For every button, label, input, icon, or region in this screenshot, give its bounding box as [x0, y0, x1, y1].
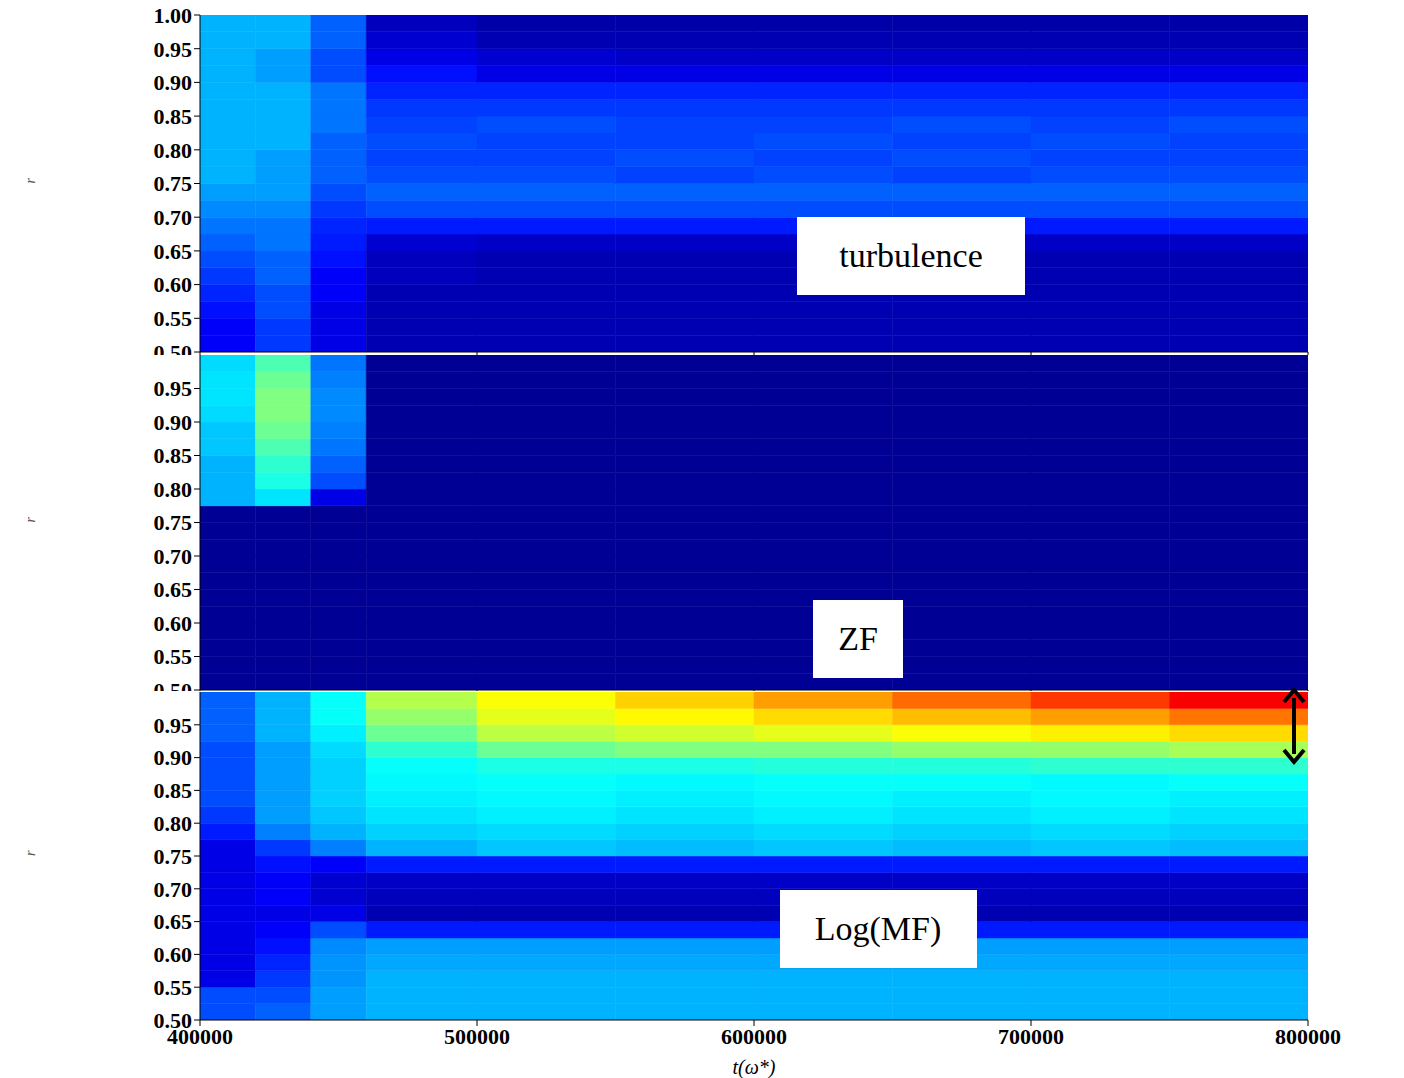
svg-text:0.85: 0.85	[154, 104, 193, 129]
html-text:ZF: ZF	[838, 620, 878, 657]
svg-text:0.75: 0.75	[154, 171, 193, 196]
svg-text:r: r	[23, 517, 38, 523]
svg-text:0.65: 0.65	[154, 239, 193, 264]
svg-text:600000: 600000	[721, 1024, 787, 1049]
svg-text:1.00: 1.00	[154, 3, 193, 28]
svg-text:0.80: 0.80	[154, 477, 193, 502]
svg-text:0.60: 0.60	[154, 272, 193, 297]
svg-text:0.65: 0.65	[154, 577, 193, 602]
svg-text:0.80: 0.80	[154, 138, 193, 163]
svg-text:0.95: 0.95	[154, 713, 193, 738]
svg-text:0.60: 0.60	[154, 942, 193, 967]
svg-text:0.85: 0.85	[154, 443, 193, 468]
svg-text:0.70: 0.70	[154, 544, 193, 569]
svg-text:400000: 400000	[167, 1023, 233, 1049]
svg-text:0.70: 0.70	[154, 877, 193, 902]
svg-text:0.75: 0.75	[154, 510, 193, 535]
svg-text:0.50: 0.50	[154, 678, 193, 691]
svg-text:800000: 800000	[1275, 1024, 1341, 1049]
svg-text:0.55: 0.55	[154, 306, 193, 331]
svg-text:0.90: 0.90	[154, 745, 193, 770]
svg-text:0.75: 0.75	[154, 844, 193, 869]
svg-text:0.90: 0.90	[154, 410, 193, 435]
svg-text:0.95: 0.95	[154, 376, 193, 401]
html-text:Log(MF): Log(MF)	[814, 910, 942, 947]
svg-text:0.70: 0.70	[154, 205, 193, 230]
html-text:turbulence: turbulence	[839, 237, 983, 274]
svg-text:0.50: 0.50	[154, 1008, 193, 1033]
svg-text:0.65: 0.65	[154, 909, 193, 934]
svg-text:0.80: 0.80	[154, 811, 193, 836]
svg-text:0.95: 0.95	[154, 37, 193, 62]
svg-text:0.50: 0.50	[154, 340, 193, 355]
svg-text:r: r	[23, 178, 38, 184]
svg-text:0.60: 0.60	[154, 611, 193, 636]
svg-text:0.85: 0.85	[154, 778, 193, 803]
svg-text:0.90: 0.90	[154, 70, 193, 95]
svg-text:r: r	[23, 850, 38, 856]
svg-text:0.55: 0.55	[154, 975, 193, 1000]
svg-text:700000: 700000	[998, 1024, 1064, 1049]
svg-text:0.55: 0.55	[154, 644, 193, 669]
svg-text:500000: 500000	[444, 1024, 510, 1049]
svg-text:t(ω*): t(ω*)	[733, 1056, 776, 1078]
